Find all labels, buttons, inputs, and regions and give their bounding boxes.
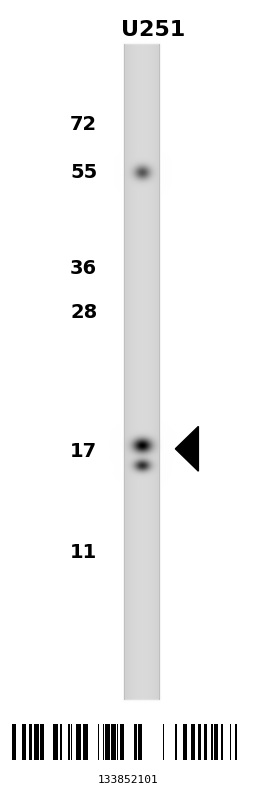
Polygon shape — [175, 426, 198, 471]
Text: U251: U251 — [122, 20, 186, 40]
Text: 72: 72 — [70, 114, 97, 134]
Text: 133852101: 133852101 — [98, 775, 158, 785]
Text: 36: 36 — [70, 258, 97, 278]
Text: 55: 55 — [70, 162, 97, 182]
Text: 28: 28 — [70, 302, 97, 322]
Text: 11: 11 — [70, 542, 97, 562]
Text: 17: 17 — [70, 442, 97, 462]
